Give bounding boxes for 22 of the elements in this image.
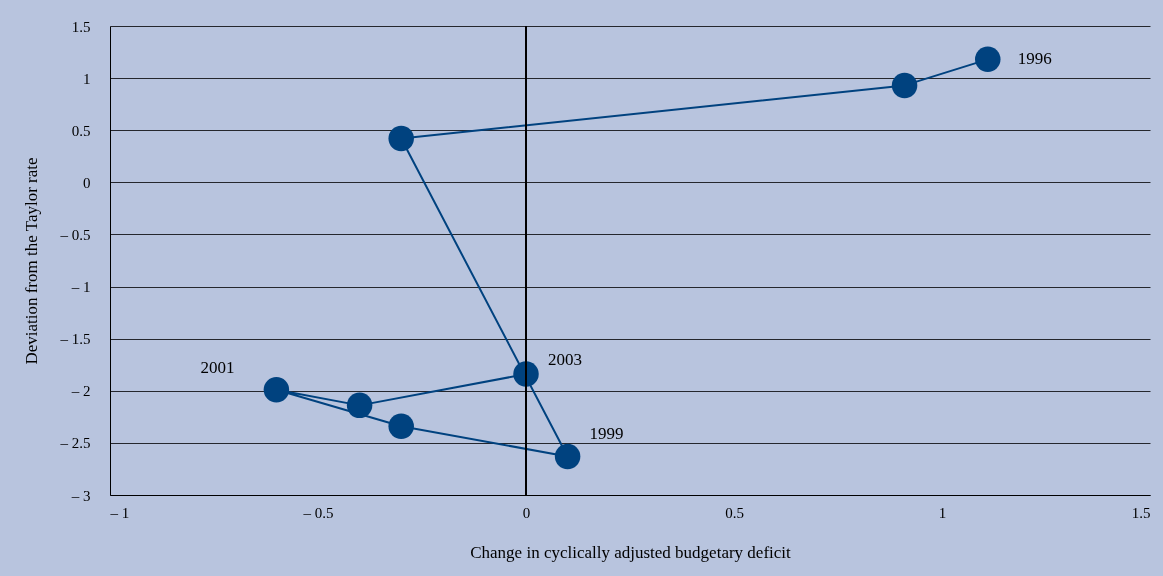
- x-tick-label: – 0.5: [302, 504, 334, 521]
- y-tick-label: – 3: [70, 487, 91, 504]
- y-tick-label: 1.5: [71, 18, 91, 35]
- x-tick-label: – 1: [109, 504, 130, 521]
- annotation: 1996: [1017, 49, 1052, 69]
- y-tick-label: 0: [83, 174, 91, 191]
- y-tick-label: – 2: [70, 383, 91, 400]
- y-tick-label: – 2.5: [59, 435, 91, 452]
- y-axis-title: Deviation from the Taylor rate: [21, 157, 41, 365]
- annotation: 1999: [589, 424, 624, 444]
- annotation: 2003: [548, 350, 582, 370]
- x-tick-label: 0.5: [725, 504, 744, 521]
- x-tick-label: 1.5: [1131, 504, 1151, 521]
- y-tick-label: – 1: [70, 279, 91, 296]
- annotation: 2001: [200, 357, 235, 377]
- y-tick-label: 0.5: [71, 122, 91, 139]
- x-axis-title: Change in cyclically adjusted budgetary deficit: [470, 542, 792, 562]
- x-tick-label: 1: [938, 504, 947, 521]
- y-tick-label: 1: [83, 70, 91, 87]
- y-tick-label: – 1.5: [59, 331, 91, 348]
- x-tick-label: 0: [522, 504, 531, 521]
- y-tick-label: – 0.5: [59, 226, 91, 243]
